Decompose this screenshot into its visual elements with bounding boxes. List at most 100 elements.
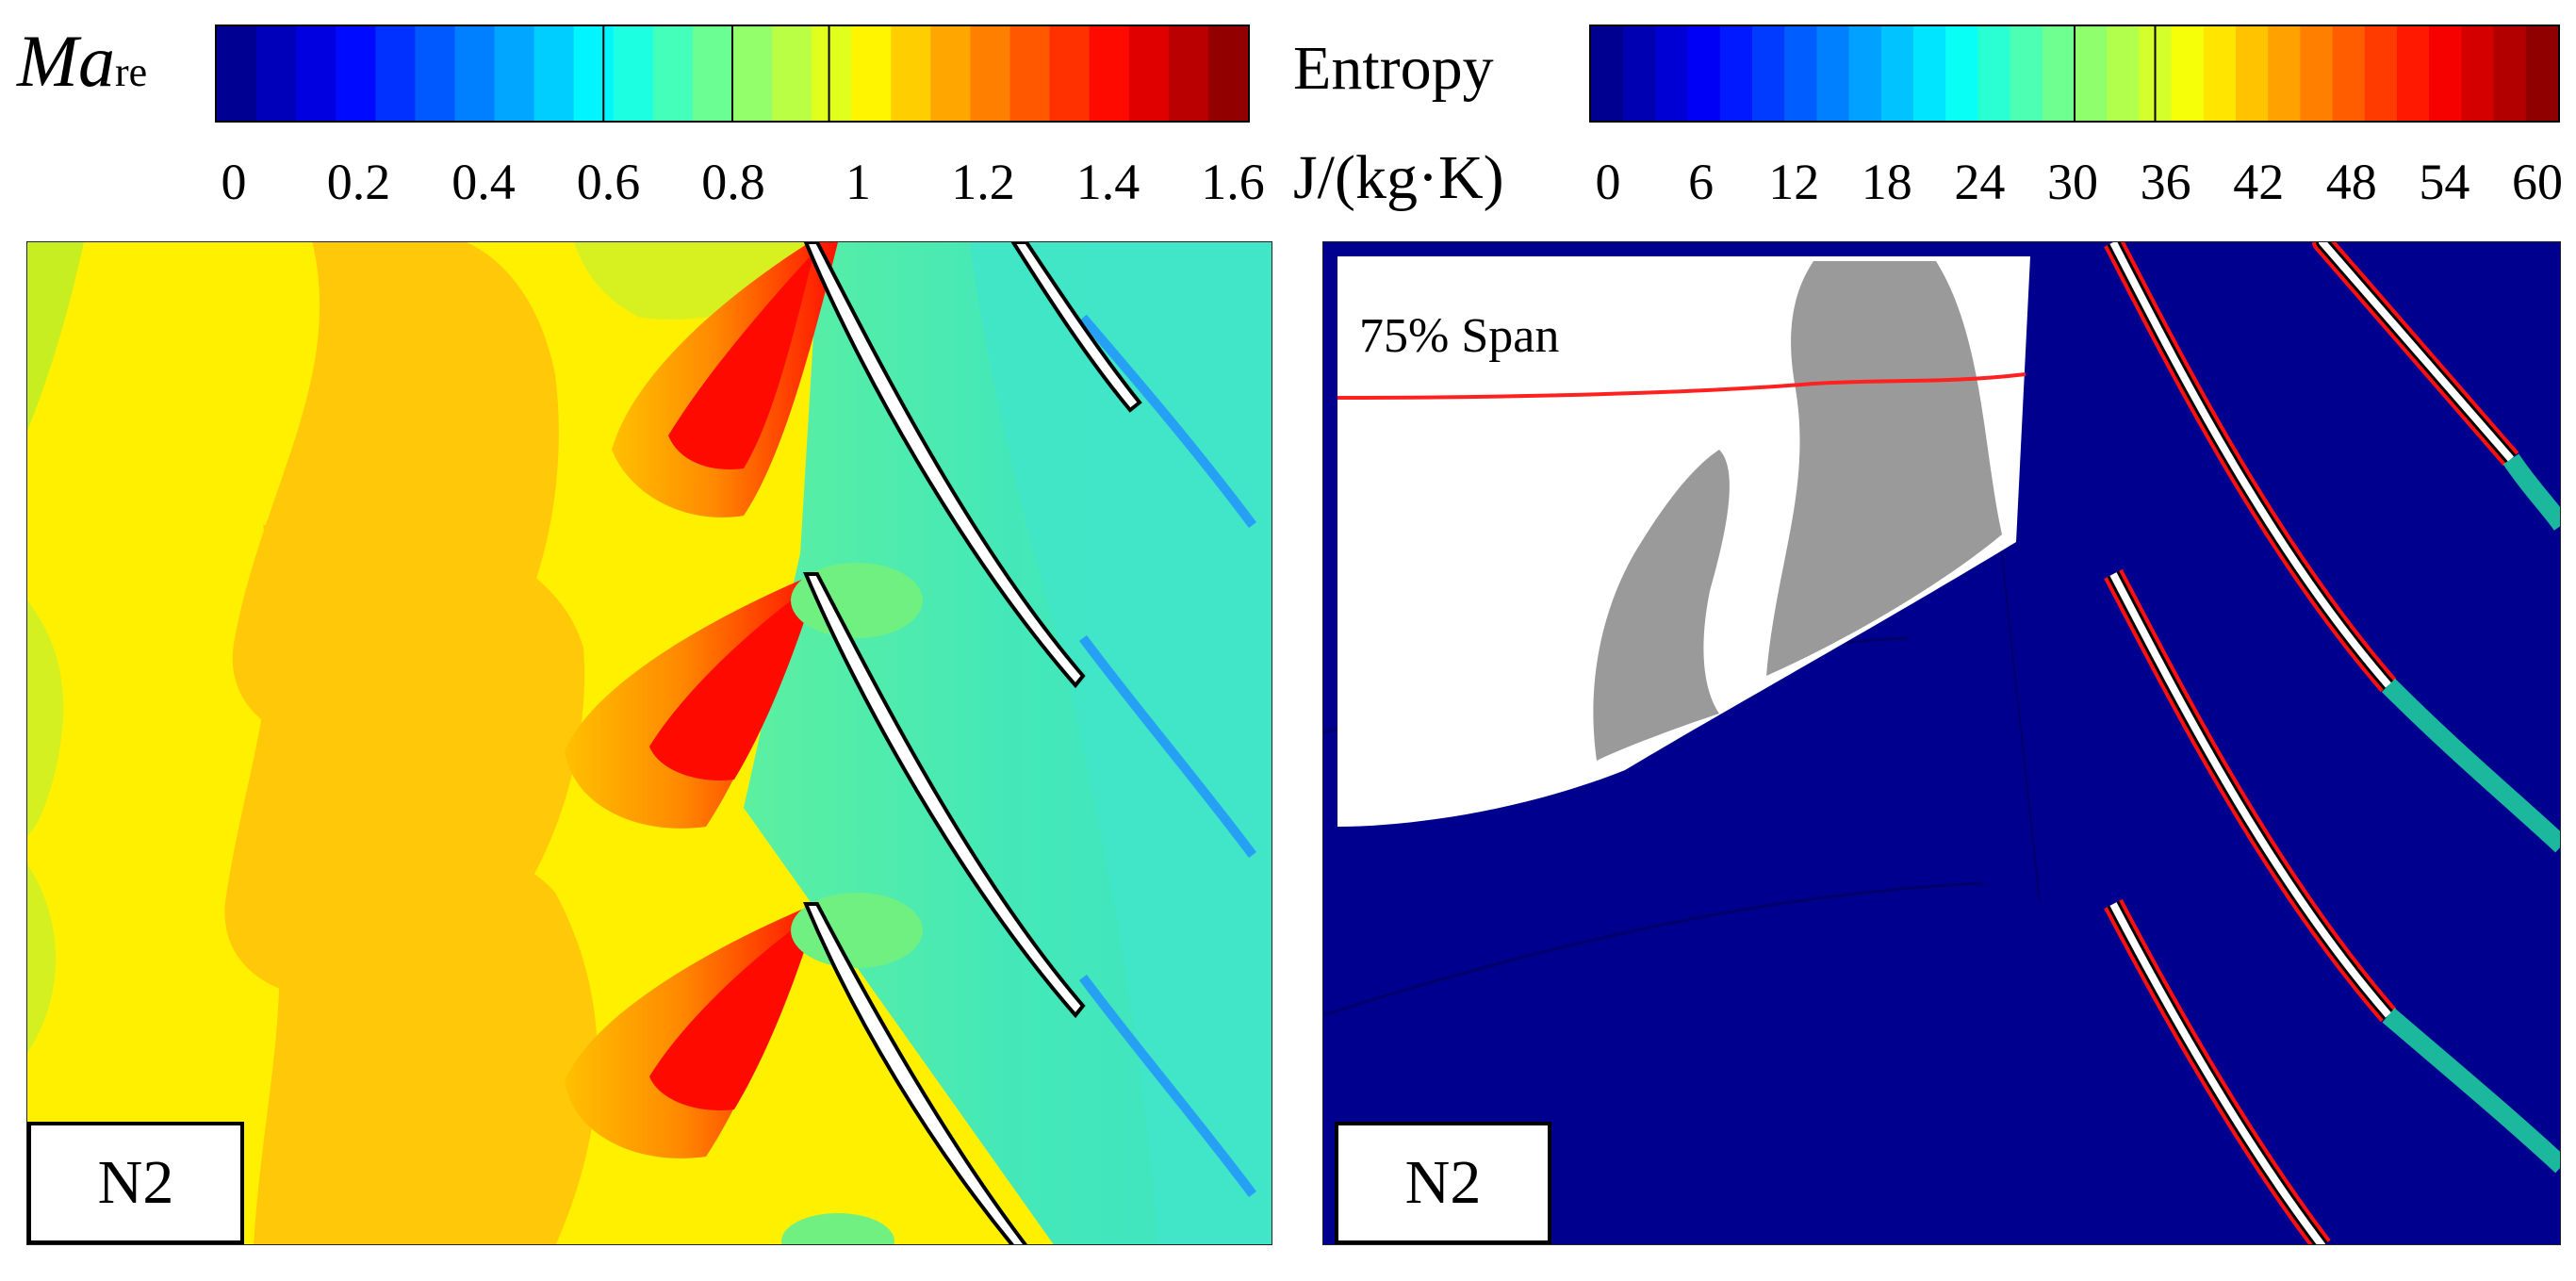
mach-colorbar: [215, 25, 1250, 123]
wake-streak: [1079, 634, 1256, 859]
colorbar-level: [2268, 26, 2301, 121]
colorbar-tick-label: 1.6: [1201, 154, 1265, 210]
colorbar-level: [1168, 26, 1209, 121]
colorbar-level: [1784, 26, 1817, 121]
colorbar-level: [772, 26, 812, 121]
colorbar-level: [217, 26, 257, 121]
colorbar-tick-label: 30: [2047, 154, 2098, 210]
colorbar-tick-label: 54: [2419, 154, 2470, 210]
colorbar-tick-label: 48: [2325, 154, 2377, 210]
leading-edge-bubble: [791, 893, 923, 968]
colorbar-tick-label: 60: [2512, 154, 2563, 210]
colorbar-level: [494, 26, 535, 121]
colorbar-level: [296, 26, 336, 121]
colorbar-level: [1752, 26, 1785, 121]
wake-streak: [1079, 314, 1256, 529]
entropy-contour-plot: [1323, 242, 2560, 1244]
supersonic-core: [668, 252, 814, 469]
colorbar-level: [1655, 26, 1689, 121]
colorbar-level: [2042, 26, 2076, 121]
colorbar-tick-label: 0: [221, 154, 247, 210]
colorbar-level: [1009, 26, 1051, 121]
colorbar-level: [930, 26, 972, 121]
inset-splitter-blade: [1593, 450, 1730, 761]
leading-edge-bubble: [781, 1213, 894, 1244]
colorbar-level: [2397, 26, 2430, 121]
blade: [2319, 242, 2515, 462]
colorbar-level: [692, 26, 733, 121]
colorbar-level: [415, 26, 456, 121]
colorbar-tick-label: 0.6: [576, 154, 641, 210]
blade-group: [2314, 242, 2519, 467]
colorbar-tick-label: 0.8: [701, 154, 765, 210]
colorbar-level: [1207, 26, 1248, 121]
colorbar-level: [454, 26, 496, 121]
blade: [1010, 242, 1142, 413]
colorbar-level: [2300, 26, 2334, 121]
wake-streak: [1079, 974, 1256, 1198]
entropy-wake: [2382, 1008, 2560, 1174]
case-label-box: N2: [27, 1122, 244, 1244]
colorbar-level: [970, 26, 1011, 121]
colorbar-level: [851, 26, 892, 121]
colorbar-level: [2461, 26, 2495, 121]
mach-lobe: [27, 600, 64, 836]
colorbar-level: [891, 26, 931, 121]
colorbar-level: [1591, 26, 1624, 121]
colorbar-level: [1945, 26, 1978, 121]
entropy-wake: [2381, 678, 2560, 853]
colorbar-tick-label: 18: [1861, 154, 1912, 210]
mach-lobe: [27, 864, 56, 1053]
span-line: [1337, 372, 2026, 400]
mach-lobe: [254, 834, 598, 1244]
blade-group: [2104, 568, 2397, 1023]
blade: [2109, 572, 2392, 1018]
case-label: N2: [97, 1148, 174, 1217]
blade: [2109, 242, 2392, 688]
leading-edge-bubble: [791, 563, 923, 638]
supersonic-core: [649, 582, 817, 780]
entropy-contour-panel: 75% Span N2: [1322, 241, 2561, 1245]
mach-subscript: re: [114, 49, 148, 95]
colorbar-level: [2107, 26, 2140, 121]
mach-symbol: Ma: [17, 20, 115, 102]
colorbar-tick-label: 12: [1768, 154, 1820, 210]
colorbar-level: [2075, 26, 2108, 121]
colorbar-level: [1848, 26, 1882, 121]
colorbar-level: [1816, 26, 1850, 121]
mach-lobe: [27, 242, 84, 431]
colorbar-level: [2364, 26, 2398, 121]
entropy-wake: [2502, 453, 2560, 531]
mach-contour-panel: N2: [26, 241, 1272, 1245]
colorbar-level: [2525, 26, 2558, 121]
colorbar-level: [2203, 26, 2237, 121]
colorbar-level: [573, 26, 615, 121]
colorbar-level: [2236, 26, 2269, 121]
colorbar-tick-label: 24: [1954, 154, 2006, 210]
blade: [802, 902, 1027, 1244]
colorbar-tick-label: 0: [1595, 154, 1621, 210]
colorbar-level: [256, 26, 297, 121]
colorbar-level: [1089, 26, 1130, 121]
colorbar-level: [375, 26, 416, 121]
colorbar-level: [732, 26, 773, 121]
mach-colorbar-title: Mare: [17, 25, 147, 98]
colorbar-level: [2010, 26, 2043, 121]
colorbar-tick-label: 6: [1688, 154, 1715, 210]
colorbar-tick-label: 42: [2233, 154, 2285, 210]
blade: [802, 572, 1086, 1019]
colorbar-tick-label: 36: [2140, 154, 2191, 210]
colorbar-tick-label: 1: [845, 154, 871, 210]
colorbar-tick-label: 0.2: [326, 154, 391, 210]
entropy-colorbar-unit: J/(kg·K): [1293, 143, 1504, 212]
span-label: 75% Span: [1359, 309, 1560, 363]
colorbar-level: [613, 26, 654, 121]
entropy-colorbar-gradient: [1591, 26, 2558, 121]
supersonic-core: [649, 911, 817, 1110]
colorbar-tick-label: 0.4: [451, 154, 516, 210]
colorbar-level: [1880, 26, 1914, 121]
colorbar-level: [812, 26, 852, 121]
colorbar-level: [1977, 26, 2011, 121]
case-label-box: N2: [1335, 1122, 1551, 1244]
colorbar-level: [2171, 26, 2205, 121]
